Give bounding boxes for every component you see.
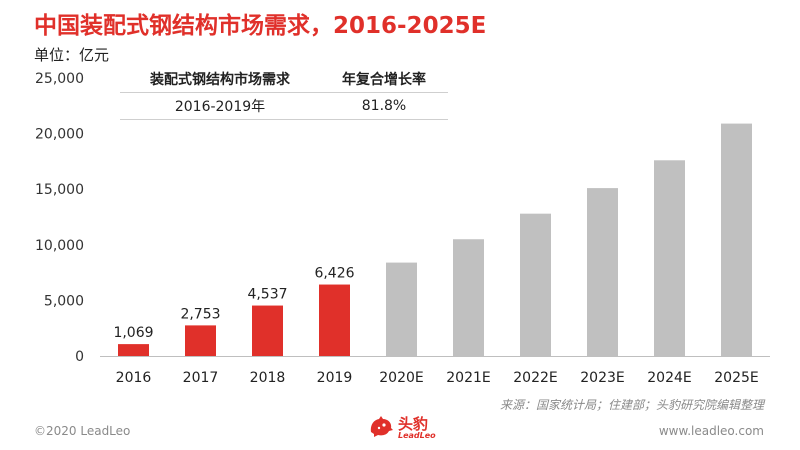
bar <box>118 344 149 356</box>
bar <box>654 160 685 356</box>
bar <box>453 239 484 356</box>
cagr-header-rate: 年复合增长率 <box>342 72 426 88</box>
logo-text-en: LeadLeo <box>398 430 436 440</box>
logo-text-cn: 头豹 <box>398 414 429 433</box>
bar <box>587 188 618 356</box>
x-tick-label: 2018 <box>250 370 286 386</box>
x-tick-label: 2019 <box>317 370 353 386</box>
cagr-period: 2016-2019年 <box>174 99 266 115</box>
data-label: 4,537 <box>247 287 287 303</box>
y-tick-label: 20,000 <box>35 127 84 143</box>
bar <box>520 213 551 356</box>
x-tick-label: 2023E <box>580 370 624 386</box>
y-tick-label: 15,000 <box>35 182 84 198</box>
cagr-header-market: 装配式钢结构市场需求 <box>150 72 290 88</box>
website-link[interactable]: www.leadleo.com <box>658 424 764 438</box>
bar <box>386 262 417 356</box>
y-tick-label: 10,000 <box>35 238 84 254</box>
copyright-text: ©2020 LeadLeo <box>34 424 131 438</box>
unit-label: 单位：亿元 <box>34 46 110 64</box>
data-label: 6,426 <box>314 266 354 282</box>
data-label: 1,069 <box>113 325 153 341</box>
leopard-logo-icon <box>368 414 394 442</box>
data-label: 2,753 <box>180 306 220 322</box>
cagr-table-header: 装配式钢结构市场需求 年复合增长率 <box>120 66 448 93</box>
page-title: 中国装配式钢结构市场需求，2016-2025E <box>34 13 487 39</box>
bar <box>185 325 216 356</box>
source-note: 来源：国家统计局；住建部；头豹研究院编辑整理 <box>499 398 764 412</box>
bar <box>252 305 283 356</box>
bar <box>721 123 752 356</box>
x-tick-label: 2021E <box>446 370 490 386</box>
bar <box>319 284 350 356</box>
x-tick-label: 2025E <box>714 370 758 386</box>
y-tick-label: 5,000 <box>44 293 84 309</box>
leadleo-logo: 头豹 LeadLeo <box>368 414 436 442</box>
y-tick-label: 0 <box>75 349 84 365</box>
x-tick-label: 2024E <box>647 370 691 386</box>
cagr-table: 装配式钢结构市场需求 年复合增长率 2016-2019年 81.8% <box>120 66 448 120</box>
y-tick-label: 25,000 <box>35 71 84 87</box>
x-tick-label: 2016 <box>116 370 152 386</box>
cagr-value: 81.8% <box>361 98 407 114</box>
x-tick-label: 2017 <box>183 370 219 386</box>
x-tick-label: 2022E <box>513 370 557 386</box>
x-tick-label: 2020E <box>379 370 423 386</box>
cagr-table-row: 2016-2019年 81.8% <box>120 93 448 120</box>
